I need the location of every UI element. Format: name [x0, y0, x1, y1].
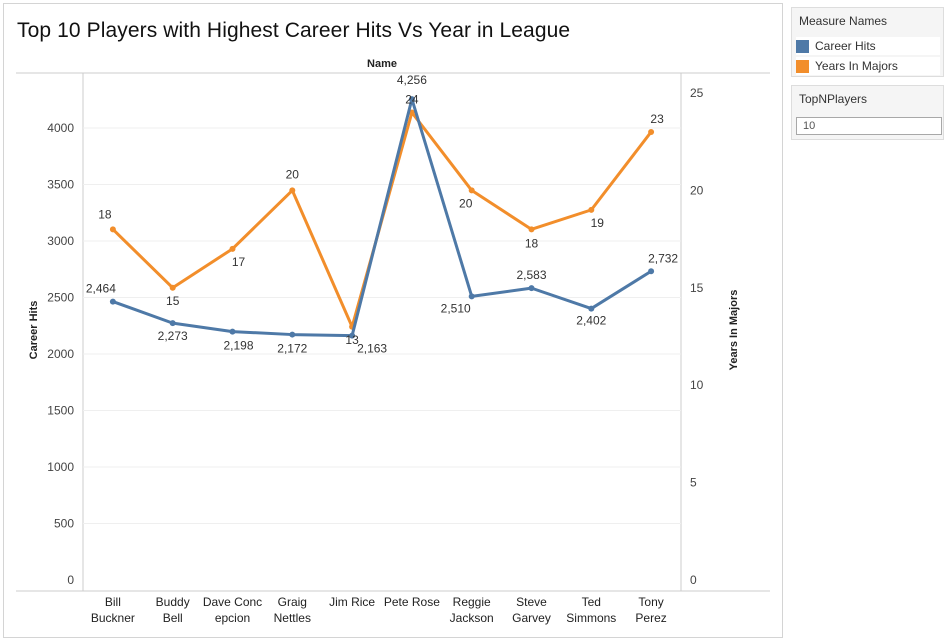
legend-item-years-in-majors[interactable]: Years In Majors [796, 57, 940, 75]
x-axis-category-label: Simmons [566, 611, 616, 625]
career-hits-point[interactable] [528, 285, 535, 292]
x-axis-category-label: Jim Rice [329, 595, 375, 609]
left-axis-tick-label: 500 [54, 517, 74, 531]
left-axis-title: Career Hits [28, 301, 40, 360]
left-axis-tick-label: 0 [67, 573, 74, 587]
left-axis-tick-label: 3000 [47, 234, 74, 248]
career-hits-point[interactable] [408, 96, 415, 103]
career-hits-data-label: 4,256 [397, 73, 427, 87]
years-in-majors-point[interactable] [528, 226, 535, 233]
x-axis-category-label: Buckner [91, 611, 135, 625]
career-hits-data-label: 2,402 [576, 314, 606, 328]
legend-label-years-in-majors: Years In Majors [815, 59, 898, 73]
x-axis-category-label: Graig [278, 595, 307, 609]
years-in-majors-data-label: 15 [166, 294, 180, 308]
career-hits-point[interactable] [169, 320, 176, 327]
years-in-majors-point[interactable] [468, 187, 475, 194]
years-in-majors-data-label: 20 [459, 196, 473, 210]
years-in-majors-data-label: 24 [405, 92, 419, 106]
line-chart: Name 0 500 1000 1500 2000 2500 3000 3500 4000 0 5 10… [16, 58, 770, 625]
career-hits-data-label: 2,464 [86, 282, 116, 296]
column-header-name: Name [367, 58, 397, 70]
right-axis-tick-label: 10 [690, 378, 704, 392]
right-axis-tick-label: 5 [690, 476, 697, 490]
years-in-majors-data-label: 19 [591, 216, 605, 230]
years-in-majors-point[interactable] [169, 284, 176, 291]
career-hits-data-label: 2,732 [648, 251, 678, 265]
x-axis-category-label: Nettles [274, 611, 311, 625]
x-axis-category-label: Bell [163, 611, 183, 625]
career-hits-point[interactable] [468, 293, 475, 300]
years-in-majors-point[interactable] [229, 245, 236, 252]
x-axis-category-label: Garvey [512, 611, 551, 625]
x-axis-category-label: Reggie [453, 595, 491, 609]
career-hits-point[interactable] [229, 328, 236, 335]
career-hits-line [112, 97, 652, 338]
career-hits-data-label: 2,273 [158, 329, 188, 343]
career-hits-point[interactable] [648, 268, 655, 275]
years-in-majors-data-label: 18 [525, 236, 539, 250]
years-in-majors-data-label: 18 [98, 207, 112, 221]
right-axis-tick-label: 25 [690, 86, 704, 100]
left-axis-tick-label: 3500 [47, 178, 74, 192]
years-in-majors-point[interactable] [648, 128, 655, 135]
career-hits-data-label: 2,583 [516, 268, 546, 282]
years-in-majors-point[interactable] [588, 206, 595, 213]
x-axis-category-label: Steve [516, 595, 547, 609]
x-axis-category-label: Pete Rose [384, 595, 440, 609]
career-hits-point[interactable] [588, 305, 595, 312]
years-in-majors-data-label: 13 [345, 333, 359, 347]
right-axis-tick-label: 0 [690, 573, 697, 587]
years-in-majors-data-label: 17 [232, 255, 246, 269]
topn-parameter-panel: TopNPlayers 10 [791, 85, 944, 140]
chart-sheet: Top 10 Players with Highest Career Hits … [3, 3, 783, 638]
right-axis-tick-label: 20 [690, 183, 704, 197]
career-hits-point[interactable] [289, 331, 296, 338]
left-axis-tick-label: 2000 [47, 347, 74, 361]
x-axis-category-label: Jackson [450, 611, 494, 625]
legend-swatch-years-in-majors [796, 59, 809, 73]
legend-panel: Measure Names Career Hits Years In Major… [791, 7, 944, 77]
left-axis-tick-label: 1500 [47, 404, 74, 418]
parameter-title: TopNPlayers [799, 92, 868, 106]
chart-title: Top 10 Players with Highest Career Hits … [17, 19, 571, 42]
legend-label-career-hits: Career Hits [815, 39, 876, 53]
right-axis-tick-label: 15 [690, 281, 704, 295]
legend-title: Measure Names [799, 14, 888, 28]
x-axis-category-label: Ted [582, 595, 601, 609]
career-hits-data-label: 2,163 [357, 342, 387, 356]
years-in-majors-data-label: 23 [650, 112, 664, 126]
right-axis-title: Years In Majors [728, 290, 740, 371]
legend-swatch-career-hits [796, 39, 809, 53]
left-axis-tick-label: 1000 [47, 460, 74, 474]
x-axis-category-label: Bill [105, 595, 121, 609]
x-axis-category-label: Perez [635, 611, 666, 625]
x-axis-category-label: epcion [215, 611, 250, 625]
years-in-majors-point[interactable] [289, 187, 296, 194]
x-axis-category-label: Tony [638, 595, 663, 609]
years-in-majors-data-label: 20 [286, 167, 300, 181]
career-hits-point[interactable] [349, 332, 356, 339]
career-hits-data-label: 2,510 [441, 301, 471, 315]
x-axis-category-label: Dave Conc [203, 595, 262, 609]
career-hits-data-label: 2,198 [223, 339, 253, 353]
years-in-majors-point[interactable] [109, 226, 116, 233]
x-axis-category-label: Buddy [156, 595, 190, 609]
left-axis-tick-label: 2500 [47, 291, 74, 305]
left-axis-tick-label: 4000 [47, 121, 74, 135]
topn-players-input[interactable]: 10 [796, 117, 942, 135]
legend-item-career-hits[interactable]: Career Hits [796, 37, 940, 55]
career-hits-point[interactable] [109, 298, 116, 305]
career-hits-data-label: 2,172 [277, 342, 307, 356]
